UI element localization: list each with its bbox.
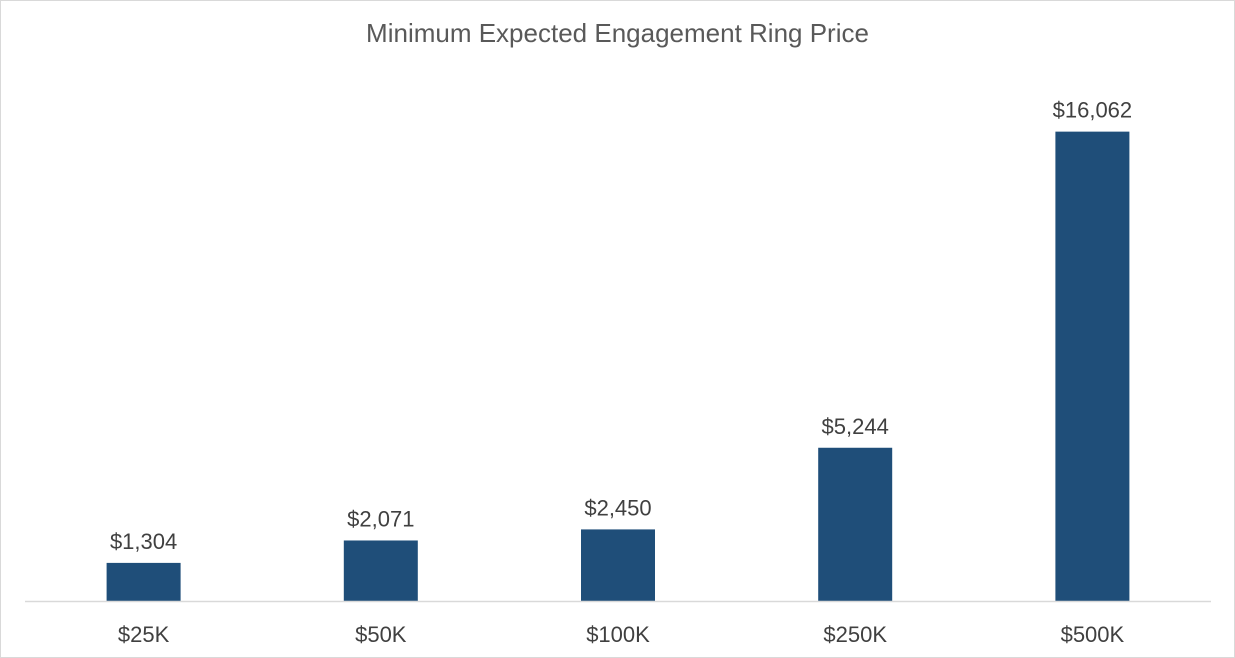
data-label: $16,062 [1053,98,1133,123]
data-labels-group: $1,304 $2,071 $2,450 $5,244 $16,062 [110,98,1132,554]
bars-group [106,131,1130,601]
x-tick-label: $100K [586,622,650,647]
data-label: $1,304 [110,529,177,554]
x-tick-label: $25K [118,622,170,647]
data-label: $5,244 [822,414,889,439]
chart-title: Minimum Expected Engagement Ring Price [366,18,869,48]
bar-$25K [106,562,181,601]
data-label: $2,071 [347,506,414,531]
bar-$500K [1055,131,1130,601]
bar-$50K [343,540,418,601]
x-tick-label: $50K [355,622,407,647]
bar-$250K [818,447,893,601]
bar-$100K [581,529,655,601]
x-tick-label: $500K [1061,622,1125,647]
x-tick-labels-group: $25K $50K $100K $250K $500K [118,622,1125,647]
x-tick-label: $250K [823,622,887,647]
data-label: $2,450 [584,495,651,520]
